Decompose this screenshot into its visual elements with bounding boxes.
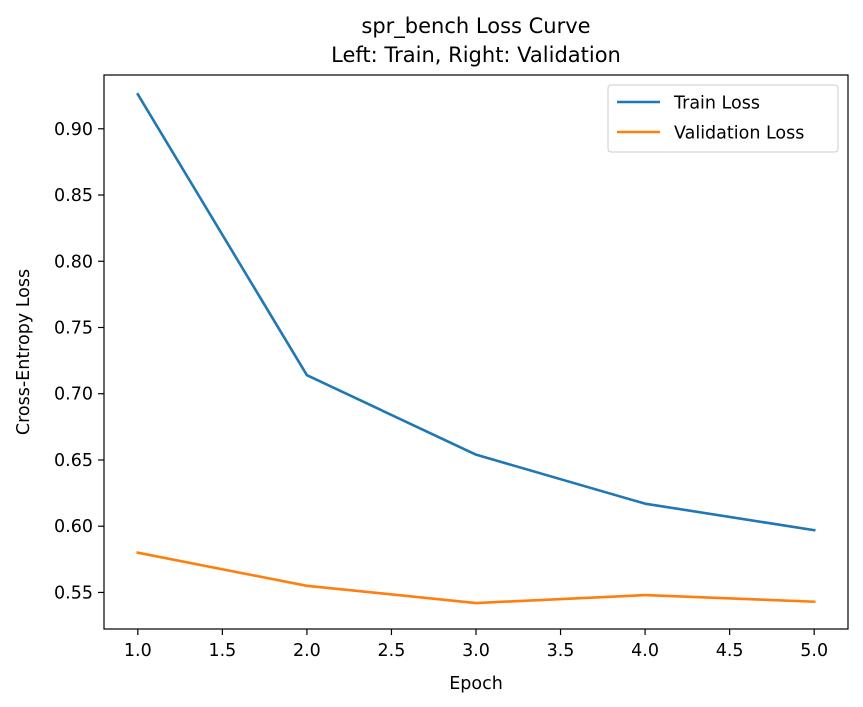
series-line-1 [136, 551, 816, 605]
x-axis: 1.0 1.5 2.0 2.5 3.0 3.5 4.0 4.5 5.0 [124, 629, 828, 661]
y-tick-label: 0.80 [54, 252, 93, 272]
y-tick-label: 0.90 [54, 120, 93, 140]
x-tick-label: 1.5 [208, 641, 236, 661]
legend-label-validation: Validation Loss [674, 124, 804, 144]
y-tick-label: 0.70 [54, 385, 93, 405]
x-tick-label: 3.5 [547, 641, 575, 661]
x-tick-label: 2.0 [293, 641, 321, 661]
y-axis: 0.55 0.60 0.65 0.70 0.75 0.80 0.85 0.90 [54, 120, 104, 603]
y-axis-label: Cross-Entropy Loss [14, 269, 34, 435]
x-tick-label: 4.5 [716, 641, 744, 661]
x-tick-label: 1.0 [124, 641, 152, 661]
x-tick-label: 2.5 [378, 641, 406, 661]
y-tick-label: 0.85 [54, 186, 93, 206]
plot-lines [136, 92, 816, 605]
legend-label-train: Train Loss [673, 94, 760, 114]
x-axis-label: Epoch [449, 674, 503, 694]
y-tick-label: 0.75 [54, 318, 93, 338]
series-line-0 [136, 92, 816, 532]
chart-subtitle: Left: Train, Right: Validation [331, 43, 621, 67]
chart-title: spr_bench Loss Curve [361, 14, 590, 39]
x-tick-label: 4.0 [631, 641, 659, 661]
x-tick-label: 3.0 [462, 641, 490, 661]
y-tick-label: 0.60 [54, 517, 93, 537]
y-tick-label: 0.65 [54, 451, 93, 471]
x-tick-label: 5.0 [800, 641, 828, 661]
plot-area-frame [103, 74, 849, 630]
legend: Train Loss Validation Loss [607, 84, 839, 153]
y-tick-label: 0.55 [54, 583, 93, 603]
legend-box [607, 84, 839, 153]
